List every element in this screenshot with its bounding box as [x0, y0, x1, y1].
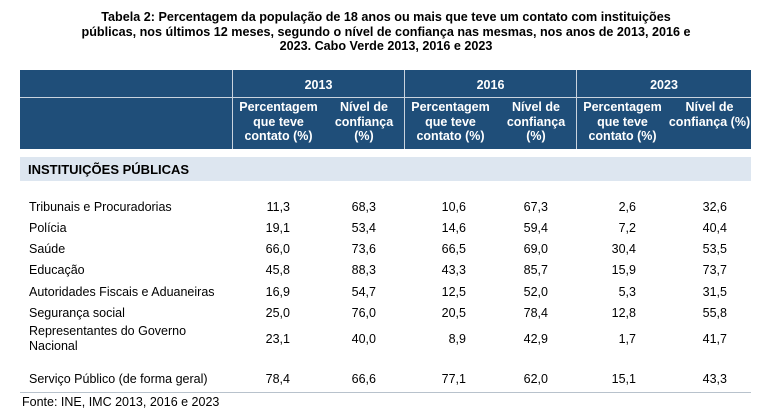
row-label: Autoridades Fiscais e Aduaneiras — [29, 285, 215, 299]
cell-value: 14,6 — [441, 221, 466, 235]
source-note: Fonte: INE, IMC 2013, 2016 e 2023 — [22, 395, 220, 409]
subheader-confidence-2016: Nível de confiança (%) — [506, 100, 566, 143]
header-years-row: 2013 2016 2023 — [20, 70, 751, 98]
cell-value: 31,5 — [702, 285, 727, 299]
table-title: Tabela 2: Percentagem da população de 18… — [81, 10, 691, 53]
cell-value: 25,0 — [265, 306, 290, 320]
row-label: Polícia — [29, 221, 67, 235]
header-subcolumns-row: Percentagem que teve contato (%) Nível d… — [20, 98, 751, 149]
cell-value: 30,4 — [611, 242, 636, 256]
table-bottom-rule — [20, 392, 751, 393]
header-blank-cell — [20, 98, 232, 149]
subheader-percentage-2016: Percentagem que teve contato (%) — [404, 98, 496, 149]
subheader-percentage-2023: Percentagem que teve contato (%) — [576, 98, 668, 149]
cell-value: 76,0 — [351, 306, 376, 320]
row-label: Educação — [29, 263, 85, 277]
cell-value: 53,4 — [351, 221, 376, 235]
row-label: Tribunais e Procuradorias — [29, 200, 172, 214]
cell-value: 16,9 — [265, 285, 290, 299]
subheader-confidence-2023: Nível de confiança (%) — [668, 100, 751, 129]
cell-value: 67,3 — [523, 200, 548, 214]
cell-value: 62,0 — [523, 372, 548, 386]
cell-value: 73,6 — [351, 242, 376, 256]
cell-value: 40,4 — [702, 221, 727, 235]
cell-value: 12,5 — [441, 285, 466, 299]
subheader-confidence-2013: Nível de confiança (%) — [334, 100, 394, 143]
cell-value: 53,5 — [702, 242, 727, 256]
cell-value: 59,4 — [523, 221, 548, 235]
cell-value: 7,2 — [618, 221, 636, 235]
row-label: Saúde — [29, 242, 66, 256]
cell-value: 15,9 — [611, 263, 636, 277]
cell-value: 68,3 — [351, 200, 376, 214]
cell-value: 40,0 — [351, 332, 376, 346]
cell-value: 11,3 — [266, 200, 290, 214]
cell-value: 10,6 — [441, 200, 466, 214]
cell-value: 45,8 — [265, 263, 290, 277]
year-header-2013: 2013 — [232, 70, 404, 98]
cell-value: 2,6 — [618, 200, 636, 214]
cell-value: 85,7 — [523, 263, 548, 277]
cell-value: 73,7 — [702, 263, 727, 277]
cell-value: 42,9 — [523, 332, 548, 346]
cell-value: 32,6 — [702, 200, 727, 214]
data-table: 2013 2016 2023 Percentagem que teve cont… — [20, 70, 751, 181]
cell-value: 23,1 — [265, 332, 290, 346]
cell-value: 1,7 — [618, 332, 636, 346]
row-label: Segurança social — [29, 306, 125, 320]
cell-value: 54,7 — [351, 285, 376, 299]
cell-value: 43,3 — [441, 263, 466, 277]
cell-value: 15,1 — [611, 372, 636, 386]
cell-value: 12,8 — [611, 306, 636, 320]
cell-value: 20,5 — [441, 306, 466, 320]
cell-value: 66,0 — [265, 242, 290, 256]
cell-value: 69,0 — [523, 242, 548, 256]
cell-value: 55,8 — [702, 306, 727, 320]
cell-value: 78,4 — [523, 306, 548, 320]
cell-value: 66,5 — [441, 242, 466, 256]
cell-value: 88,3 — [351, 263, 376, 277]
cell-value: 78,4 — [265, 372, 290, 386]
cell-value: 5,3 — [618, 285, 636, 299]
section-header: INSTITUIÇÕES PÚBLICAS — [20, 157, 751, 181]
year-header-2016: 2016 — [404, 70, 576, 98]
cell-value: 66,6 — [351, 372, 376, 386]
row-label: Serviço Público (de forma geral) — [29, 372, 208, 386]
cell-value: 52,0 — [523, 285, 548, 299]
cell-value: 77,1 — [441, 372, 466, 386]
year-header-2023: 2023 — [576, 70, 751, 98]
cell-value: 19,1 — [265, 221, 290, 235]
header-blank-cell — [20, 70, 232, 97]
subheader-percentage-2013: Percentagem que teve contato (%) — [232, 98, 324, 149]
cell-value: 8,9 — [448, 332, 466, 346]
row-label: Representantes do Governo Nacional — [29, 324, 187, 353]
cell-value: 43,3 — [702, 372, 727, 386]
cell-value: 41,7 — [702, 332, 727, 346]
